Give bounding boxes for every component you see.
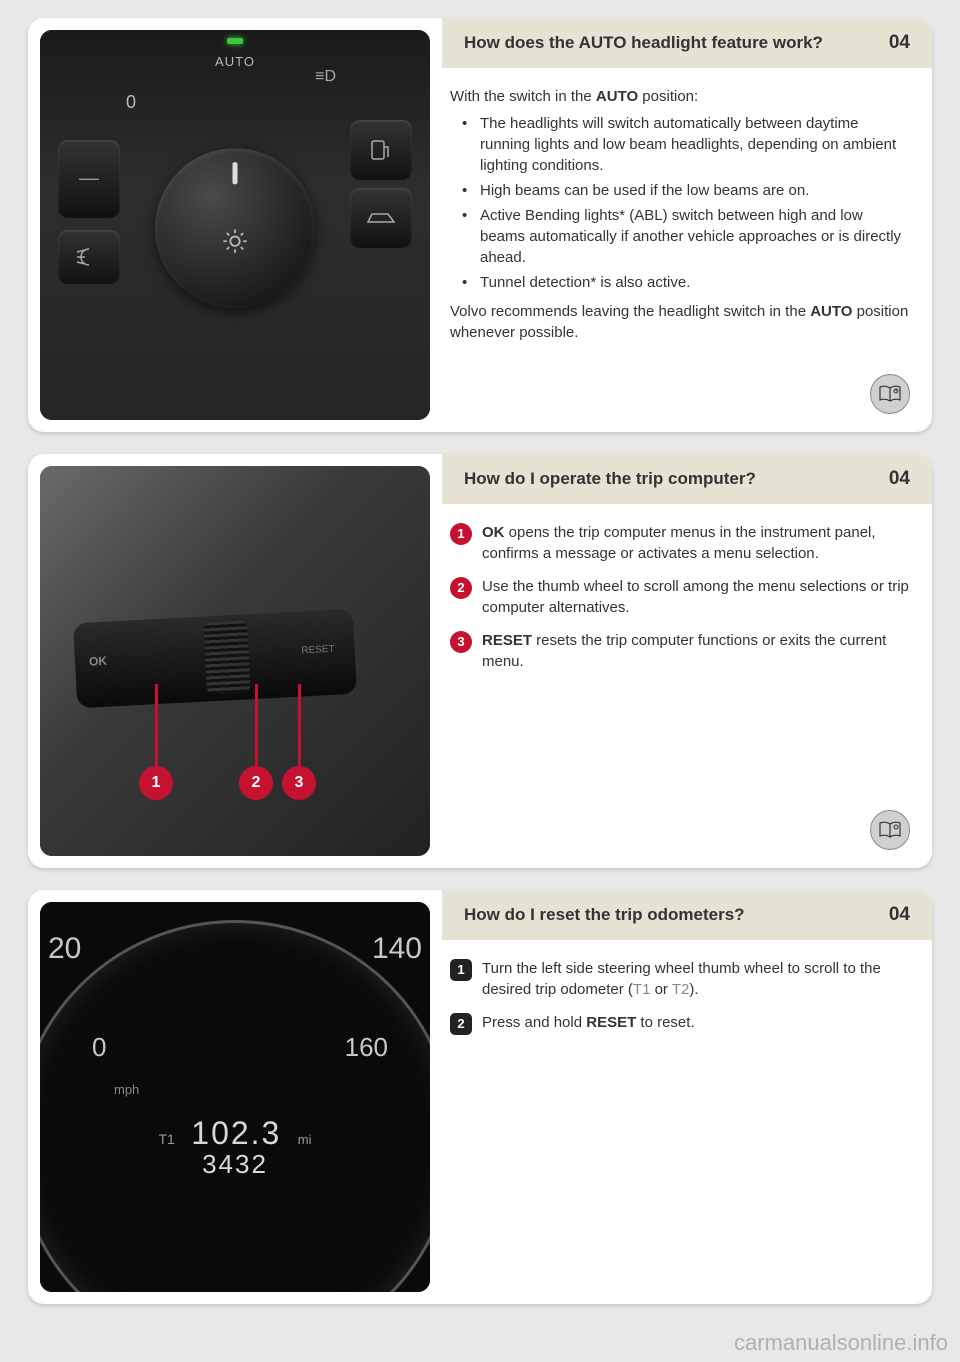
callout-1: 1 bbox=[139, 766, 173, 800]
stalk-image: OK RESET 1 2 3 bbox=[40, 466, 430, 856]
card-body: With the switch in the AUTO position: Th… bbox=[442, 68, 932, 361]
gauge-20: 20 bbox=[48, 932, 81, 966]
step-badge: 2 bbox=[450, 577, 472, 599]
card-trip-odometer: 20 140 0 160 mph T1 102.3 mi 3432 How do… bbox=[28, 890, 932, 1304]
card-header: How do I reset the trip odometers? 04 bbox=[442, 890, 932, 940]
gauge-0: 0 bbox=[92, 1032, 106, 1063]
thumb-wheel bbox=[203, 620, 251, 694]
list-item: 1 Turn the left side steering wheel thum… bbox=[450, 958, 910, 1000]
trip-readout: T1 102.3 mi 3432 bbox=[158, 1117, 311, 1180]
speedometer-ring bbox=[40, 920, 430, 1292]
card-content: How does the AUTO headlight feature work… bbox=[442, 18, 932, 432]
mph-label: mph bbox=[114, 1082, 139, 1097]
step-badge: 1 bbox=[450, 959, 472, 981]
fog-light-button bbox=[58, 230, 120, 284]
manual-icon bbox=[870, 810, 910, 850]
card-auto-headlight: AUTO 0 ≡D — How does the AUTO headlight … bbox=[28, 18, 932, 432]
light-icon bbox=[221, 227, 249, 255]
numbered-list: 1 Turn the left side steering wheel thum… bbox=[450, 958, 910, 1033]
card-body: 1 OK opens the trip computer menus in th… bbox=[442, 504, 932, 702]
card-header: How does the AUTO headlight feature work… bbox=[442, 18, 932, 68]
card-title: How do I operate the trip computer? bbox=[464, 469, 756, 489]
card-number: 04 bbox=[889, 904, 910, 926]
card-header: How do I operate the trip computer? 04 bbox=[442, 454, 932, 504]
steering-stalk: OK RESET bbox=[73, 609, 357, 709]
headlight-dial bbox=[155, 148, 315, 308]
reset-label: RESET bbox=[301, 644, 335, 657]
dimmer-button: — bbox=[58, 140, 120, 218]
gauge-160: 160 bbox=[345, 1032, 388, 1063]
card-content: How do I operate the trip computer? 04 1… bbox=[442, 454, 932, 868]
callout-3: 3 bbox=[282, 766, 316, 800]
card-trip-computer: OK RESET 1 2 3 How do I operate the trip… bbox=[28, 454, 932, 868]
list-item: 2 Press and hold RESET to reset. bbox=[450, 1012, 910, 1033]
gauge-140: 140 bbox=[372, 932, 422, 966]
list-item: 1 OK opens the trip computer menus in th… bbox=[450, 522, 910, 564]
led-indicator bbox=[227, 38, 243, 44]
ok-label: OK bbox=[89, 654, 108, 669]
step-badge: 1 bbox=[450, 523, 472, 545]
beam-icon: ≡D bbox=[315, 68, 336, 86]
outro-text: Volvo recommends leaving the headlight s… bbox=[450, 301, 910, 343]
manual-icon bbox=[870, 374, 910, 414]
card-title: How does the AUTO headlight feature work… bbox=[464, 33, 823, 53]
card-number: 04 bbox=[889, 32, 910, 54]
bullet-list: The headlights will switch automatically… bbox=[450, 113, 910, 293]
gauge-image: 20 140 0 160 mph T1 102.3 mi 3432 bbox=[40, 902, 430, 1292]
bullet-item: Active Bending lights* (ABL) switch betw… bbox=[454, 205, 910, 268]
step-badge: 2 bbox=[450, 1013, 472, 1035]
bullet-item: High beams can be used if the low beams … bbox=[454, 180, 910, 201]
bullet-item: The headlights will switch automatically… bbox=[454, 113, 910, 176]
list-item: 2 Use the thumb wheel to scroll among th… bbox=[450, 576, 910, 618]
zero-label: 0 bbox=[126, 92, 136, 113]
trunk-button bbox=[350, 188, 412, 248]
intro-text: With the switch in the AUTO position: bbox=[450, 86, 910, 107]
card-content: How do I reset the trip odometers? 04 1 … bbox=[442, 890, 932, 1304]
card-title: How do I reset the trip odometers? bbox=[464, 905, 745, 925]
list-item: 3 RESET resets the trip computer functio… bbox=[450, 630, 910, 672]
callout-2: 2 bbox=[239, 766, 273, 800]
card-number: 04 bbox=[889, 468, 910, 490]
headlight-dial-image: AUTO 0 ≡D — bbox=[40, 30, 430, 420]
numbered-list: 1 OK opens the trip computer menus in th… bbox=[450, 522, 910, 672]
card-body: 1 Turn the left side steering wheel thum… bbox=[442, 940, 932, 1063]
bullet-item: Tunnel detection* is also active. bbox=[454, 272, 910, 293]
fuel-door-button bbox=[350, 120, 412, 180]
watermark: carmanualsonline.info bbox=[734, 1330, 948, 1356]
auto-label: AUTO bbox=[215, 54, 255, 69]
step-badge: 3 bbox=[450, 631, 472, 653]
